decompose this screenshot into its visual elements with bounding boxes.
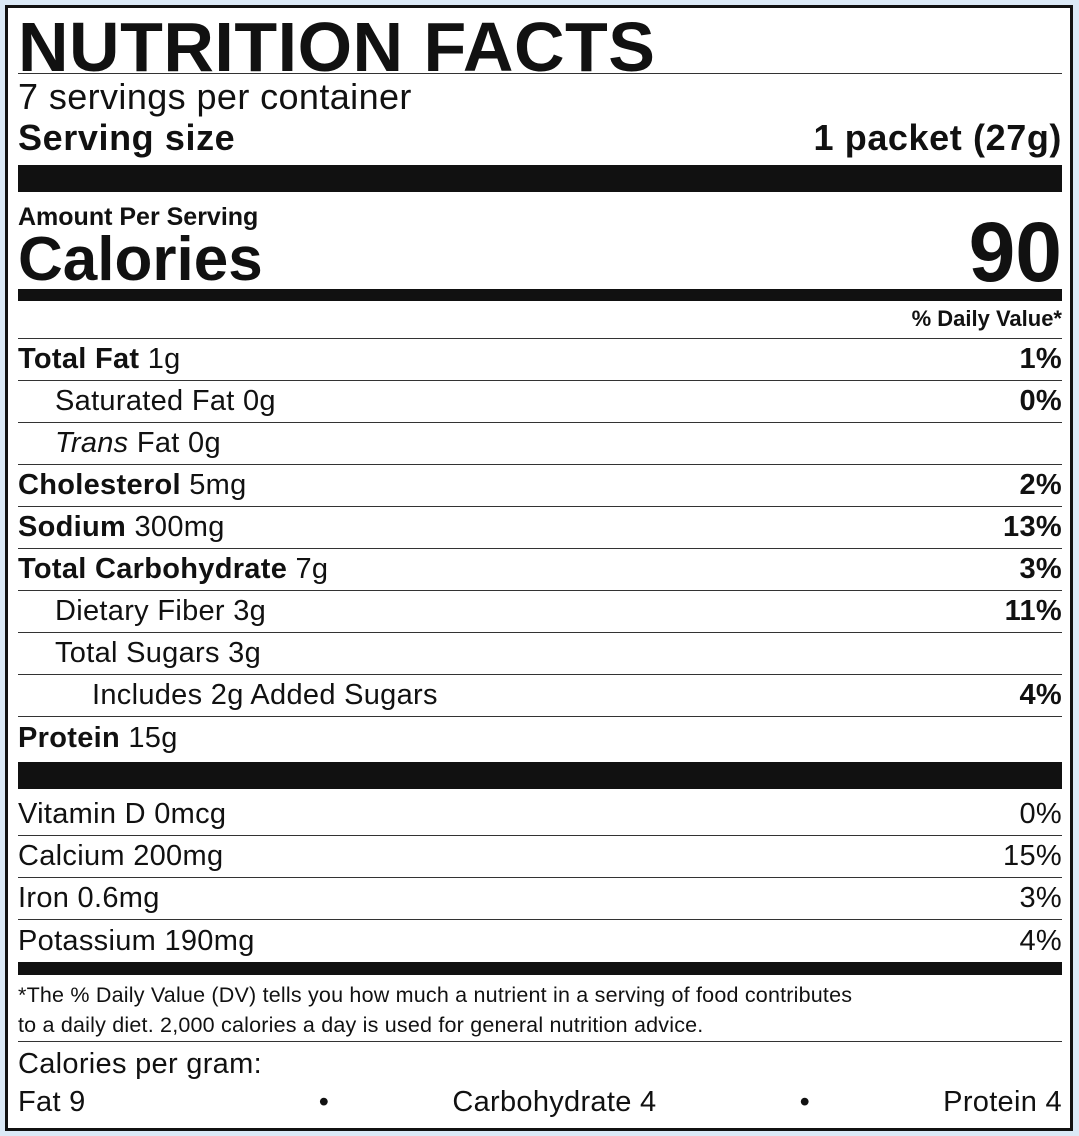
nutrient-amount: 300mg <box>134 511 225 543</box>
medium-divider <box>18 962 1062 975</box>
nutrient-name: Sodium <box>18 511 127 543</box>
vitamin-name: Potassium <box>18 924 157 957</box>
nutrient-name: Total Carbohydrate <box>18 553 288 585</box>
vitamin-name: Iron <box>18 882 70 914</box>
vitamin-dv: 3% <box>1019 882 1062 914</box>
vitamin-dv: 4% <box>1019 924 1062 957</box>
vitamin-dv: 0% <box>1019 798 1062 830</box>
nutrient-name: Total Fat <box>18 343 140 375</box>
vitamin-amount: 0mcg <box>154 798 227 830</box>
nutrient-name: Saturated Fat <box>55 385 235 417</box>
nutrient-list: Total Fat 1g 1% Saturated Fat 0g 0% Trans … <box>18 339 1062 759</box>
fat-per-gram: Fat 9 <box>18 1086 86 1118</box>
nutrient-row-saturated-fat: Saturated Fat 0g 0% <box>18 381 1062 423</box>
nutrient-name: Total Sugars <box>55 637 220 669</box>
vitamin-row-calcium: Calcium 200mg 15% <box>18 836 1062 878</box>
bullet-separator: • <box>318 1086 330 1118</box>
nutrient-amount: 7g <box>295 553 329 585</box>
carbohydrate-per-gram: Carbohydrate 4 <box>452 1086 657 1118</box>
daily-value-header: % Daily Value* <box>18 305 1062 339</box>
amount-per-serving: Amount Per Serving <box>18 203 259 231</box>
nutrient-row-total-carbohydrate: Total Carbohydrate 7g 3% <box>18 549 1062 591</box>
nutrient-amount: 3g <box>228 637 262 669</box>
footnote: *The % Daily Value (DV) tells you how mu… <box>18 980 1062 1040</box>
vitamin-row-iron: Iron 0.6mg 3% <box>18 878 1062 920</box>
vitamin-amount: 200mg <box>133 840 224 872</box>
bullet-separator: • <box>799 1086 811 1118</box>
calories-row: Calories 90 <box>18 210 1062 294</box>
serving-size-label: Serving size <box>18 117 236 158</box>
nutrient-dv: 1% <box>1019 343 1062 375</box>
thick-divider <box>18 165 1062 192</box>
label-title: NUTRITION FACTS <box>18 8 656 86</box>
nutrient-row-total-fat: Total Fat 1g 1% <box>18 339 1062 381</box>
nutrient-dv: 0% <box>1019 385 1062 417</box>
calories-per-gram-label: Calories per gram: <box>18 1048 262 1080</box>
servings-per-container: 7 servings per container <box>18 76 412 117</box>
nutrient-row-protein: Protein 15g <box>18 717 1062 759</box>
nutrient-amount: 0g <box>242 385 276 417</box>
nutrient-dv: 3% <box>1019 553 1062 585</box>
nutrient-name-suffix: Fat <box>136 427 180 459</box>
vitamin-dv: 15% <box>1003 840 1062 872</box>
nutrient-amount: 1g <box>147 343 181 375</box>
nutrient-amount: 15g <box>128 721 178 754</box>
vitamin-amount: 190mg <box>164 924 255 957</box>
divider <box>18 1041 1062 1042</box>
medium-divider <box>18 289 1062 301</box>
nutrient-row-trans-fat: Trans Fat 0g <box>18 423 1062 465</box>
divider <box>18 73 1062 74</box>
footnote-line: to a daily diet. 2,000 calories a day is… <box>18 1013 704 1037</box>
nutrient-name: Cholesterol <box>18 469 181 501</box>
nutrient-dv: 11% <box>1004 595 1062 627</box>
calories-label: Calories <box>18 225 263 294</box>
vitamin-row-potassium: Potassium 190mg 4% <box>18 920 1062 962</box>
nutrient-dv: 4% <box>1019 679 1062 711</box>
nutrient-row-cholesterol: Cholesterol 5mg 2% <box>18 465 1062 507</box>
serving-size-value: 1 packet (27g) <box>813 117 1062 158</box>
nutrient-amount: 3g <box>233 595 267 627</box>
nutrient-row-added-sugars: Includes 2g Added Sugars 4% <box>18 675 1062 717</box>
nutrient-row-sodium: Sodium 300mg 13% <box>18 507 1062 549</box>
vitamin-name: Vitamin D <box>18 798 146 830</box>
vitamin-list: Vitamin D 0mcg 0% Calcium 200mg 15% Iron 0… <box>18 794 1062 962</box>
nutrient-dv: 13% <box>1003 511 1062 543</box>
calories-per-gram-row: Fat 9 • Carbohydrate 4 • Protein 4 <box>18 1084 1062 1120</box>
vitamin-row-vitamin-d: Vitamin D 0mcg 0% <box>18 794 1062 836</box>
calories-value: 90 <box>968 205 1062 299</box>
nutrient-row-dietary-fiber: Dietary Fiber 3g 11% <box>18 591 1062 633</box>
nutrient-dv: 2% <box>1019 469 1062 501</box>
vitamin-amount: 0.6mg <box>77 882 160 914</box>
nutrient-name: Includes 2g Added Sugars <box>92 679 438 711</box>
nutrient-amount: 5mg <box>189 469 247 501</box>
protein-per-gram: Protein 4 <box>943 1086 1062 1118</box>
nutrient-name: Dietary Fiber <box>55 595 225 627</box>
nutrient-name: Protein <box>18 721 120 754</box>
nutrition-facts-label: NUTRITION FACTS 7 servings per container… <box>5 5 1073 1131</box>
thick-divider <box>18 762 1062 789</box>
footnote-line: *The % Daily Value (DV) tells you how mu… <box>18 983 853 1007</box>
nutrient-name: Trans <box>55 427 129 459</box>
nutrient-row-total-sugars: Total Sugars 3g <box>18 633 1062 675</box>
vitamin-name: Calcium <box>18 840 125 872</box>
nutrient-amount: 0g <box>188 427 221 459</box>
serving-size-row: Serving size 1 packet (27g) <box>18 118 1062 158</box>
